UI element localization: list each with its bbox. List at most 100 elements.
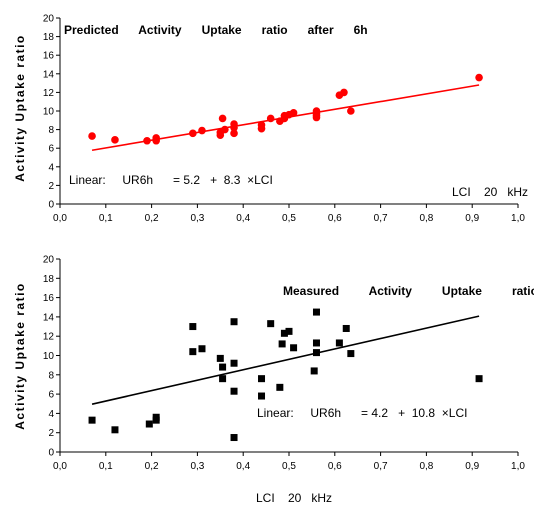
x-tick-label: 0,6 (328, 213, 342, 224)
y-tick-label: 20 (43, 14, 55, 25)
y-tick-label: 16 (43, 293, 55, 304)
y-tick-label: 8 (48, 125, 54, 136)
data-point (230, 434, 238, 442)
data-point (218, 114, 227, 123)
y-tick-label: 18 (43, 32, 55, 43)
data-point (198, 345, 206, 353)
x-tick-label: 0,5 (282, 461, 296, 472)
data-point (258, 375, 266, 383)
data-point (145, 420, 153, 428)
data-point (219, 363, 227, 371)
data-point (152, 134, 160, 142)
data-point (312, 107, 321, 115)
data-point (230, 387, 238, 395)
data-point (310, 367, 318, 375)
chart-predicted: Activity Uptake ratio Predicted Activity… (13, 14, 528, 225)
data-point (258, 392, 266, 400)
x-tick-label: 0,9 (465, 213, 479, 224)
x-tick-label: 0,8 (419, 213, 433, 224)
data-point (312, 349, 320, 357)
y-tick-label: 2 (48, 428, 54, 439)
y-tick-label: 2 (48, 181, 54, 192)
data-point (257, 121, 266, 129)
data-point (111, 136, 119, 144)
data-point (312, 339, 320, 347)
data-point (88, 132, 96, 140)
y-tick-label: 4 (48, 409, 54, 420)
data-point (189, 129, 197, 138)
x-tick-label: 1,0 (511, 213, 525, 224)
data-point (280, 329, 288, 337)
y-tick-label: 18 (43, 274, 55, 285)
data-point (312, 308, 320, 316)
x-tick-label: 0,4 (236, 213, 250, 224)
data-point (342, 324, 350, 332)
x-tick-label: 0,9 (465, 461, 479, 472)
data-point (143, 136, 151, 145)
x-axis-label: LCI 20 kHz (256, 491, 332, 505)
chart-measured: Activity Uptake ratio Measured Activity … (13, 255, 534, 506)
y-tick-label: 10 (43, 351, 55, 362)
y-tick-label: 0 (48, 448, 54, 459)
x-tick-label: 0,5 (282, 213, 296, 224)
data-point (285, 327, 293, 335)
chart-title: Predicted Activity Uptake ratio after 6h (64, 23, 368, 37)
x-tick-label: 0,7 (374, 213, 388, 224)
x-tick-label: 0,8 (419, 461, 433, 472)
x-tick-label: 0,3 (190, 461, 204, 472)
x-tick-label: 0,0 (53, 213, 67, 224)
data-point (189, 348, 197, 356)
x-annotation: LCI 20 kHz (452, 185, 528, 199)
data-point (198, 126, 206, 135)
x-tick-label: 0,0 (53, 461, 67, 472)
data-point (230, 129, 238, 138)
y-tick-label: 10 (43, 107, 55, 118)
y-axis-label: Activity Uptake ratio (13, 34, 27, 182)
data-point (347, 350, 355, 358)
data-point (221, 125, 229, 134)
x-tick-label: 0,7 (374, 461, 388, 472)
data-point (335, 339, 343, 347)
x-tick-label: 0,2 (145, 461, 159, 472)
x-tick-label: 0,2 (145, 213, 159, 224)
data-point (219, 375, 227, 383)
chart-title: Measured Activity Uptake ratio (283, 284, 534, 298)
y-tick-label: 6 (48, 390, 54, 401)
data-point (189, 323, 197, 331)
y-tick-label: 12 (43, 332, 55, 343)
data-point (290, 344, 298, 352)
data-point (152, 413, 160, 421)
x-tick-label: 0,6 (328, 461, 342, 472)
data-point (475, 73, 483, 82)
fit-equation: Linear: UR6h = 5.2 + 8.3 ×LCI (69, 173, 273, 187)
y-tick-label: 6 (48, 144, 54, 155)
y-tick-label: 8 (48, 370, 54, 381)
x-tick-label: 0,1 (99, 461, 113, 472)
y-tick-label: 4 (48, 162, 54, 173)
data-point (475, 375, 483, 383)
y-tick-label: 16 (43, 51, 55, 62)
data-point (88, 416, 96, 424)
y-tick-label: 14 (43, 69, 55, 80)
x-tick-label: 0,3 (190, 213, 204, 224)
data-point (230, 120, 238, 128)
x-tick-label: 0,4 (236, 461, 250, 472)
y-tick-label: 20 (43, 255, 55, 266)
y-axis-label: Activity Uptake ratio (13, 282, 27, 430)
fit-equation: Linear: UR6h = 4.2 + 10.8 ×LCI (257, 406, 467, 420)
y-tick-label: 12 (43, 88, 55, 99)
data-point (266, 114, 275, 123)
data-point (340, 88, 348, 97)
fit-line (91, 315, 480, 405)
data-point (216, 354, 224, 362)
y-tick-label: 14 (43, 312, 55, 323)
data-point (289, 109, 298, 117)
data-point (347, 107, 355, 115)
data-point (278, 340, 286, 348)
data-point (230, 318, 238, 326)
data-point (267, 320, 275, 328)
data-point (276, 383, 284, 391)
y-tick-label: 0 (48, 200, 54, 211)
data-point (230, 359, 238, 367)
